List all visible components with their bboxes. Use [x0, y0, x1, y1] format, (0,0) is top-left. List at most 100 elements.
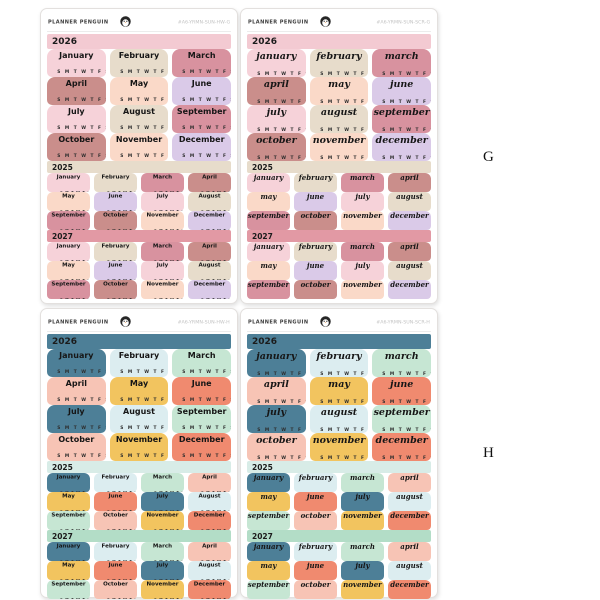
month-label: February — [118, 351, 160, 360]
weekdays-row: S M T W T F S — [294, 271, 337, 280]
month-label: June — [108, 493, 123, 500]
weekdays-label: S M T W T F S — [60, 596, 90, 599]
weekdays-row: S M T W T F S — [310, 63, 368, 77]
month-label: May — [129, 379, 149, 388]
weekdays-label: S M T W T F S — [154, 277, 184, 280]
weekdays-row: S M T W T F S — [341, 483, 384, 492]
weekdays-row: S M T W T F S — [141, 270, 184, 280]
weekdays-label: S M T W T F S — [257, 455, 306, 461]
weekdays-label: S M T W T F S — [60, 296, 90, 299]
month-label: January — [56, 474, 81, 481]
year-banner: 2026 — [247, 334, 431, 349]
month-label: march — [350, 173, 375, 182]
month-label: april — [263, 379, 289, 390]
weekdays-row: S M T W T F S — [247, 271, 290, 280]
month-label: october — [256, 435, 297, 446]
weekdays-row: S M T W T F S — [110, 445, 168, 461]
month-label: december — [390, 511, 429, 520]
month-label: june — [306, 192, 325, 201]
weekdays-row: S M T W T F S — [110, 389, 168, 405]
month-sticker: november S M T W T F S — [309, 133, 369, 161]
month-label: november — [343, 211, 382, 220]
weekdays-label: S M T W T F S — [182, 397, 232, 403]
month-label: December — [193, 281, 226, 288]
month-label: April — [65, 379, 88, 388]
month-label: april — [400, 542, 419, 551]
month-sticker: January S M T W T F S — [47, 542, 90, 561]
month-label: april — [400, 473, 419, 482]
month-sticker: January S M T W T F S — [47, 349, 106, 377]
penguin-logo-icon — [320, 316, 331, 327]
weekdays-label: S M T W T F S — [60, 208, 90, 211]
weekdays-label: S M T W T F S — [382, 371, 432, 377]
month-sticker: January S M T W T F S — [47, 49, 106, 77]
month-label: august — [396, 261, 423, 270]
month-label: april — [400, 173, 419, 182]
month-label: October — [103, 581, 128, 588]
weekdays-row: S M T W T F S — [341, 202, 384, 211]
month-label: November — [115, 135, 163, 144]
weekdays-row: S M T W T F S — [341, 290, 384, 299]
weekdays-row: S M T W T F S — [372, 419, 431, 433]
month-label: September — [51, 212, 86, 219]
weekdays-row: S M T W T F S — [94, 201, 137, 211]
weekdays-label: S M T W T F S — [60, 489, 90, 492]
weekdays-label: S M T W T F S — [154, 596, 184, 599]
weekdays-row: S M T W T F S — [188, 551, 231, 561]
month-label: September — [51, 512, 86, 519]
month-label: december — [390, 280, 429, 289]
weekdays-row: S M T W T F S — [341, 590, 384, 599]
weekdays-label: S M T W T F S — [182, 97, 232, 103]
weekdays-row: S M T W T F S — [141, 570, 184, 580]
weekdays-row: S M T W T F S — [172, 117, 231, 133]
weekdays-label: S M T W T F S — [60, 558, 90, 561]
weekdays-label: S M T W T F S — [57, 453, 106, 459]
month-label: March — [152, 543, 173, 550]
weekdays-label: S M T W T F S — [257, 127, 306, 133]
month-label: September — [176, 407, 227, 416]
weekdays-row: S M T W T F S — [110, 89, 168, 105]
month-label: november — [343, 280, 382, 289]
weekdays-row: S M T W T F S — [372, 391, 431, 405]
month-label: july — [355, 561, 370, 570]
month-label: december — [375, 135, 428, 146]
weekdays-row: S M T W T F S — [47, 220, 90, 230]
weekdays-row: S M T W T F S — [94, 589, 137, 599]
weekdays-row: S M T W T F S — [341, 521, 384, 530]
weekdays-row: S M T W T F S — [47, 589, 90, 599]
month-sticker: march S M T W T F S — [372, 349, 432, 377]
weekdays-row: S M T W T F S — [47, 445, 106, 461]
weekdays-row: S M T W T F S — [388, 252, 431, 261]
weekdays-row: S M T W T F S — [310, 147, 368, 161]
weekdays-label: S M T W T F S — [60, 258, 90, 261]
sticker-sheet-g-handwriting: PLANNER PENGUIN #A6-YRMN-SUN-HW-G 2026 Ja… — [40, 8, 238, 304]
weekdays-row: S M T W T F S — [94, 570, 137, 580]
month-label: september — [247, 211, 290, 220]
weekdays-label: S M T W T F S — [57, 69, 106, 75]
month-label: August — [198, 262, 221, 269]
year-banner: 2026 — [47, 334, 231, 349]
month-label: october — [300, 280, 331, 289]
weekdays-row: S M T W T F S — [47, 389, 105, 405]
month-label: February — [101, 474, 130, 481]
